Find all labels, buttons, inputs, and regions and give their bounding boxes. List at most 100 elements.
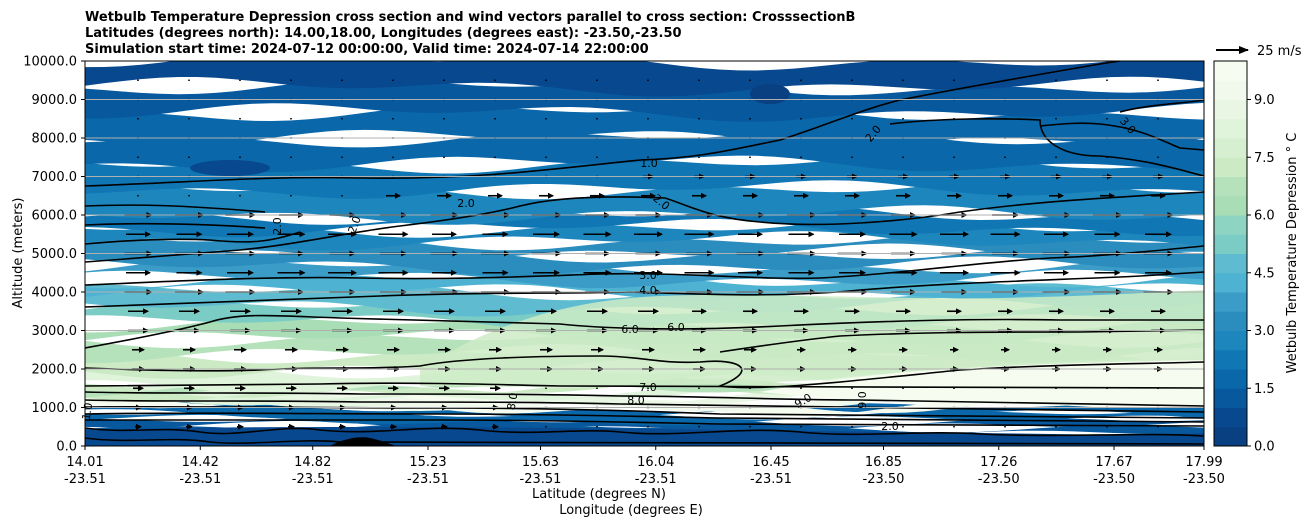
y-tick-label: 9000.0 xyxy=(32,93,78,108)
wind-vector xyxy=(647,387,649,390)
contour-line xyxy=(889,118,1204,177)
wind-vector xyxy=(392,117,394,120)
colorbar-swatch xyxy=(1214,292,1247,312)
chart-title-line-2: Latitudes (degrees north): 14.00,18.00, … xyxy=(85,26,682,41)
y-tick-label: 5000.0 xyxy=(32,247,78,262)
wind-vector xyxy=(239,79,241,82)
wind-vector xyxy=(851,156,853,159)
wind-vector xyxy=(392,79,394,82)
colorbar-swatch xyxy=(1214,195,1247,216)
wind-vector xyxy=(953,117,955,120)
field-band xyxy=(85,104,1204,147)
wind-vector xyxy=(698,156,700,159)
contour-line xyxy=(85,245,1204,286)
wind-vector xyxy=(188,194,190,197)
x-tick-label-lat: 17.99 xyxy=(1185,455,1222,470)
wind-vector xyxy=(1106,79,1108,82)
wind-vector xyxy=(698,425,700,428)
wind-vector xyxy=(545,156,547,159)
colorbar-swatch xyxy=(1214,61,1247,81)
wind-vector xyxy=(1055,387,1057,390)
wind-vector xyxy=(749,117,751,120)
contour-line xyxy=(719,329,1204,353)
wind-vector xyxy=(902,79,904,82)
contour-label: 1.0 xyxy=(80,402,96,421)
wind-vector xyxy=(596,156,598,159)
wind-vector xyxy=(1157,79,1159,82)
colorbar-frame xyxy=(1213,60,1248,447)
x-tick-label-lon: -23.51 xyxy=(750,472,792,487)
x-tick-label-lon: -23.51 xyxy=(64,472,106,487)
wind-vector xyxy=(800,117,802,120)
contour-line xyxy=(85,412,1204,423)
colorbar-swatch xyxy=(1214,118,1247,139)
y-tick-label: 7000.0 xyxy=(32,170,78,185)
y-tick-label: 2000.0 xyxy=(32,363,78,378)
contour-label: 1.0 xyxy=(640,157,658,170)
wind-vector xyxy=(188,156,190,159)
wind-vector xyxy=(341,117,343,120)
x-axis: 14.01 -23.51 14.42 -23.51 14.82 -23.51 15.23 -2… xyxy=(64,446,1225,487)
x-tick-label-lat: 15.23 xyxy=(409,455,446,470)
contour-label: 8.0 xyxy=(505,392,521,411)
quiver-key-label: 25 m/s xyxy=(1257,44,1302,59)
wind-vector xyxy=(1055,156,1057,159)
plot-area xyxy=(85,61,1204,446)
contour-line xyxy=(85,391,1204,407)
x-tick-label-lat: 17.26 xyxy=(980,455,1017,470)
wind-vector xyxy=(647,117,649,120)
contour-line xyxy=(85,191,1204,263)
colorbar-ticks: 0.0 1.5 3.0 4.5 6.0 7.5 9.0 xyxy=(1247,93,1275,455)
contour-line xyxy=(85,427,1204,437)
colorbar-label: Wetbulb Temperature Depression ° C xyxy=(1285,133,1300,374)
wind-vector xyxy=(290,194,292,197)
wind-vector xyxy=(290,117,292,120)
y-axis: 0.0 1000.0 2000.0 3000.0 4000.0 5000.0 6000.0 7… xyxy=(23,55,85,455)
x-tick-label-lon: -23.51 xyxy=(407,472,449,487)
field-band xyxy=(85,205,1204,238)
wind-vector xyxy=(1157,156,1159,159)
colorbar-swatch xyxy=(1214,253,1247,274)
contour-label: 3.0 xyxy=(639,269,657,282)
y-tick-label: 8000.0 xyxy=(32,132,78,147)
x-tick-label-lat: 14.01 xyxy=(66,455,103,470)
contour-label: 6.0 xyxy=(621,323,639,336)
wind-vector xyxy=(545,425,547,428)
terrain-blob xyxy=(330,437,396,446)
contour-line xyxy=(85,382,1204,389)
contour-line xyxy=(85,399,1204,413)
wind-vector xyxy=(1004,425,1006,428)
contour-label: 6.0 xyxy=(667,321,685,334)
wind-vector xyxy=(1157,425,1159,428)
wind-vector xyxy=(137,117,139,120)
x-tick-label-lon: -23.50 xyxy=(863,472,905,487)
contour-line xyxy=(85,314,1204,349)
x-tick-label-lon: -23.50 xyxy=(978,472,1020,487)
wind-vector xyxy=(953,156,955,159)
wind-vector xyxy=(188,117,190,120)
wind-vector xyxy=(902,156,904,159)
wind-vector xyxy=(698,117,700,120)
chart-title-line-1: Wetbulb Temperature Depression cross sec… xyxy=(85,10,855,25)
wind-vector xyxy=(902,425,904,428)
field-patch xyxy=(190,160,270,176)
contour-line xyxy=(85,61,1121,187)
colorbar-swatch xyxy=(1214,157,1247,177)
wind-vector xyxy=(1106,387,1108,390)
contour-label: 2.0 xyxy=(457,197,475,210)
wind-vector xyxy=(239,194,241,197)
colorbar-tick-label: 1.5 xyxy=(1254,382,1275,397)
wind-vector xyxy=(1157,387,1159,390)
y-axis-label: Altitude (meters) xyxy=(11,198,26,309)
chart-title-line-3: Simulation start time: 2024-07-12 00:00:… xyxy=(85,42,649,57)
x-tick-label-lon: -23.51 xyxy=(179,472,221,487)
colorbar-tick-label: 0.0 xyxy=(1254,440,1275,455)
contour-line xyxy=(85,437,1204,445)
wind-vector xyxy=(596,79,598,82)
wind-vector xyxy=(1055,117,1057,120)
wind-vector xyxy=(1055,425,1057,428)
x-axis-label-latitude: Latitude (degrees N) xyxy=(532,487,666,502)
wind-vector xyxy=(953,79,955,82)
contour-label: 9.0 xyxy=(856,391,869,409)
